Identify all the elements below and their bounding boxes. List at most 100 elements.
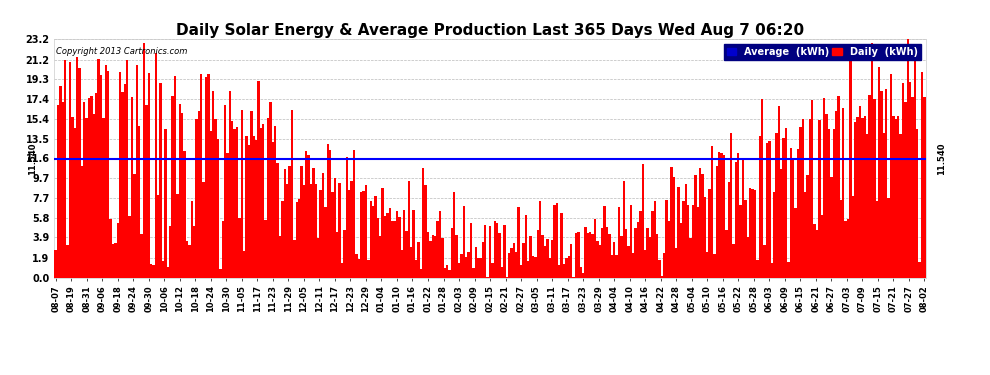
Bar <box>417 243 420 278</box>
Bar <box>300 166 303 278</box>
Bar <box>355 254 357 278</box>
Bar <box>523 243 525 278</box>
Bar <box>329 150 332 278</box>
Bar <box>364 185 367 278</box>
Bar <box>434 236 437 278</box>
Bar <box>620 236 623 278</box>
Bar <box>210 130 212 278</box>
Bar <box>833 129 835 278</box>
Bar <box>826 114 828 278</box>
Bar <box>193 226 195 278</box>
Bar <box>623 182 625 278</box>
Bar <box>243 251 246 278</box>
Bar <box>665 200 668 278</box>
Bar <box>457 263 460 278</box>
Bar <box>567 256 570 278</box>
Bar <box>198 111 200 278</box>
Bar <box>73 128 76 278</box>
Bar <box>336 232 339 278</box>
Bar <box>308 156 310 278</box>
Bar <box>553 205 555 278</box>
Bar <box>317 238 320 278</box>
Bar <box>231 121 234 278</box>
Bar <box>93 114 95 278</box>
Bar <box>601 228 604 278</box>
Bar <box>768 141 770 278</box>
Bar <box>360 192 362 278</box>
Bar <box>105 65 107 278</box>
Bar <box>508 254 510 278</box>
Bar <box>687 205 689 278</box>
Bar <box>851 196 854 278</box>
Bar <box>675 248 677 278</box>
Bar <box>713 254 716 278</box>
Bar <box>465 257 467 278</box>
Bar <box>723 155 725 278</box>
Bar <box>814 224 816 278</box>
Bar <box>611 255 613 278</box>
Text: Copyright 2013 Cartronics.com: Copyright 2013 Cartronics.com <box>56 46 187 56</box>
Bar <box>532 256 535 278</box>
Bar <box>515 252 518 278</box>
Bar <box>506 277 508 278</box>
Bar <box>577 232 579 278</box>
Bar <box>897 116 899 278</box>
Bar <box>644 250 646 278</box>
Bar <box>122 92 124 278</box>
Bar <box>706 252 709 278</box>
Bar <box>68 62 71 278</box>
Bar <box>396 211 398 278</box>
Bar <box>625 229 628 278</box>
Bar <box>327 144 329 278</box>
Bar <box>234 129 236 278</box>
Bar <box>303 185 305 278</box>
Bar <box>460 254 462 278</box>
Bar <box>591 234 594 278</box>
Bar <box>909 82 912 278</box>
Bar <box>71 117 73 278</box>
Bar <box>885 89 887 278</box>
Bar <box>332 192 334 278</box>
Bar <box>635 228 637 278</box>
Bar <box>190 201 193 278</box>
Bar <box>384 216 386 278</box>
Bar <box>854 122 856 278</box>
Bar <box>467 252 470 278</box>
Bar <box>246 136 248 278</box>
Bar <box>572 277 575 278</box>
Bar <box>207 74 210 278</box>
Bar <box>838 96 840 278</box>
Bar <box>730 133 733 278</box>
Bar <box>895 120 897 278</box>
Bar <box>149 264 152 278</box>
Bar <box>871 43 873 278</box>
Bar <box>350 181 352 278</box>
Bar <box>773 192 775 278</box>
Bar <box>276 163 279 278</box>
Bar <box>159 82 161 278</box>
Bar <box>630 205 632 278</box>
Bar <box>753 190 756 278</box>
Bar <box>472 268 474 278</box>
Bar <box>241 110 243 278</box>
Bar <box>709 189 711 278</box>
Bar <box>794 208 797 278</box>
Bar <box>653 201 656 278</box>
Bar <box>430 241 432 278</box>
Bar <box>887 198 890 278</box>
Bar <box>444 268 446 278</box>
Bar <box>90 96 93 278</box>
Bar <box>381 188 384 278</box>
Bar <box>842 108 844 278</box>
Bar <box>146 105 148 278</box>
Bar <box>446 265 448 278</box>
Bar <box>148 74 149 278</box>
Bar <box>420 269 422 278</box>
Bar <box>668 220 670 278</box>
Bar <box>780 169 782 278</box>
Bar <box>613 242 616 278</box>
Bar <box>921 72 924 278</box>
Bar <box>582 273 584 278</box>
Bar <box>775 134 778 278</box>
Bar <box>770 263 773 278</box>
